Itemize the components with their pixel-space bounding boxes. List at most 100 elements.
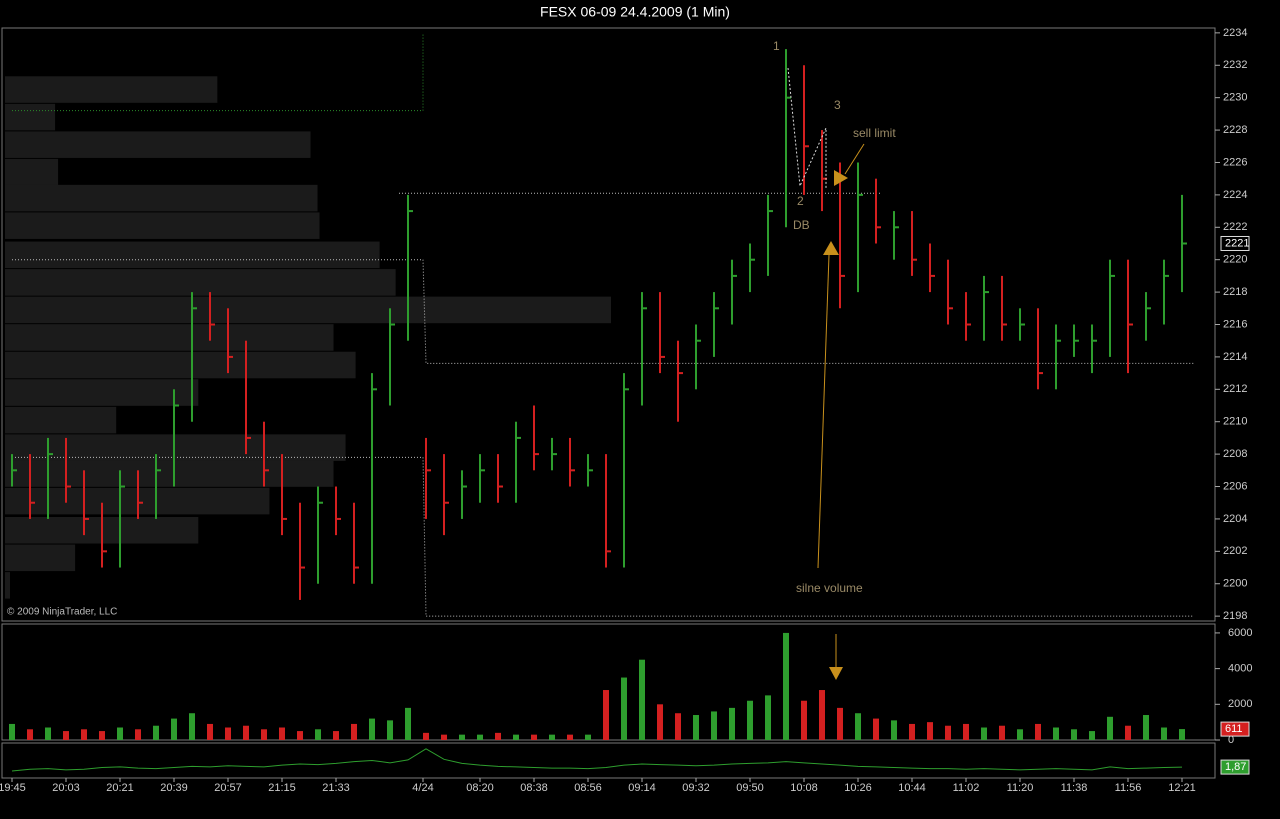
volume-bar [945,725,951,740]
volume-bar [801,700,807,740]
levels [12,32,1194,617]
x-tick-label: 4/24 [412,782,433,794]
value-tag-label: 2221 [1225,237,1249,249]
volume-bar [27,729,33,740]
volume-bar [657,704,663,740]
volume-bar [405,707,411,740]
volume-bar [207,723,213,740]
volume-bar [477,734,483,740]
profile-row [5,184,318,212]
volume-bar [1089,731,1095,740]
volume-bar [693,715,699,740]
volume-bar [963,723,969,740]
volume-bar [1125,725,1131,740]
x-tick-label: 10:08 [790,782,818,794]
volume-bar [729,707,735,740]
copyright: © 2009 NinjaTrader, LLC [7,607,117,618]
y-tick-label: 2226 [1223,156,1247,168]
y-tick-label: 2200 [1223,578,1247,590]
x-tick-label: 11:38 [1061,782,1088,794]
volume-bar [153,725,159,740]
profile-row [5,460,334,487]
arrow-head [829,667,843,680]
volume-bar [837,707,843,740]
volume-bar [297,731,303,740]
y-tick-label: 2234 [1223,27,1247,39]
x-tick-label: 08:20 [466,782,494,794]
volume-bar [909,723,915,740]
y-tick-label: 2216 [1223,318,1247,330]
volume-bar [99,731,105,740]
volume-bar [387,720,393,740]
profile-row [5,158,59,186]
level-line [12,32,424,112]
y-tick-label: 2214 [1223,351,1247,363]
value-tag [1220,721,1250,737]
volume-bar [873,718,879,740]
volume-bar [1179,729,1185,740]
x-tick-label: 19:45 [0,782,26,794]
profile-row [5,572,11,599]
y-tick-label: 2220 [1223,254,1247,266]
y-tick-label: 2232 [1223,59,1247,71]
value-tag [1220,759,1250,775]
volume-bar [369,718,375,740]
annotation: 1 [773,39,780,53]
y-tick-label: 2204 [1223,513,1247,525]
volume-bar [9,723,15,740]
volume-tick-label: 2000 [1228,698,1252,710]
profile-row [5,76,218,103]
x-tick-label: 21:15 [268,782,296,794]
volume-bar [891,720,897,740]
volume-bar [819,690,825,740]
profile-row [5,131,311,158]
volume-bar [621,677,627,740]
y-tick-label: 2230 [1223,92,1247,104]
indicator [11,748,1183,772]
volume-bar [675,713,681,740]
x-tick-label: 08:38 [520,782,548,794]
profile-row [5,544,76,572]
x-tick-label: 20:57 [214,782,242,794]
volume-bar [135,729,141,740]
x-tick-label: 12:21 [1168,782,1196,794]
profile-row [5,351,356,379]
volume-bar [783,632,789,740]
value-tag [1220,235,1250,251]
volume-bar [243,725,249,740]
volume-bar [1017,729,1023,740]
x-tick-label: 20:21 [106,782,134,794]
volume-bar [513,734,519,740]
arrow-head [823,241,839,255]
volume-bar [279,727,285,740]
y-tick-label: 2208 [1223,448,1247,460]
profile-row [5,296,611,324]
indicator-panel [1,742,1216,779]
volume-bar [585,734,591,740]
volume-bar [261,729,267,740]
volume-bar [117,727,123,740]
volume-bar [603,690,609,740]
y-tick-label: 2222 [1223,221,1247,233]
volume-bar [189,713,195,740]
volume-tick-label: 0 [1228,734,1234,746]
annotation-shapes [787,67,865,680]
value-tag-label: 611 [1225,723,1243,735]
annotation: sell limit [853,126,896,140]
volume-bar [63,731,69,740]
arrow-line [817,254,830,569]
volume-bar [333,731,339,740]
volume-bar [765,695,771,740]
volume-bars [9,632,1185,740]
volume-bar [45,727,51,740]
x-tick-label: 10:26 [844,782,872,794]
x-tick-label: 20:03 [52,782,80,794]
y-tick-label: 2210 [1223,416,1247,428]
value-tag-label: 1,87 [1225,761,1246,773]
volume-profile [5,76,611,599]
annotation: DB [793,218,810,232]
x-tick-label: 21:33 [322,782,350,794]
volume-bar [747,700,753,740]
volume-bar [549,734,555,740]
